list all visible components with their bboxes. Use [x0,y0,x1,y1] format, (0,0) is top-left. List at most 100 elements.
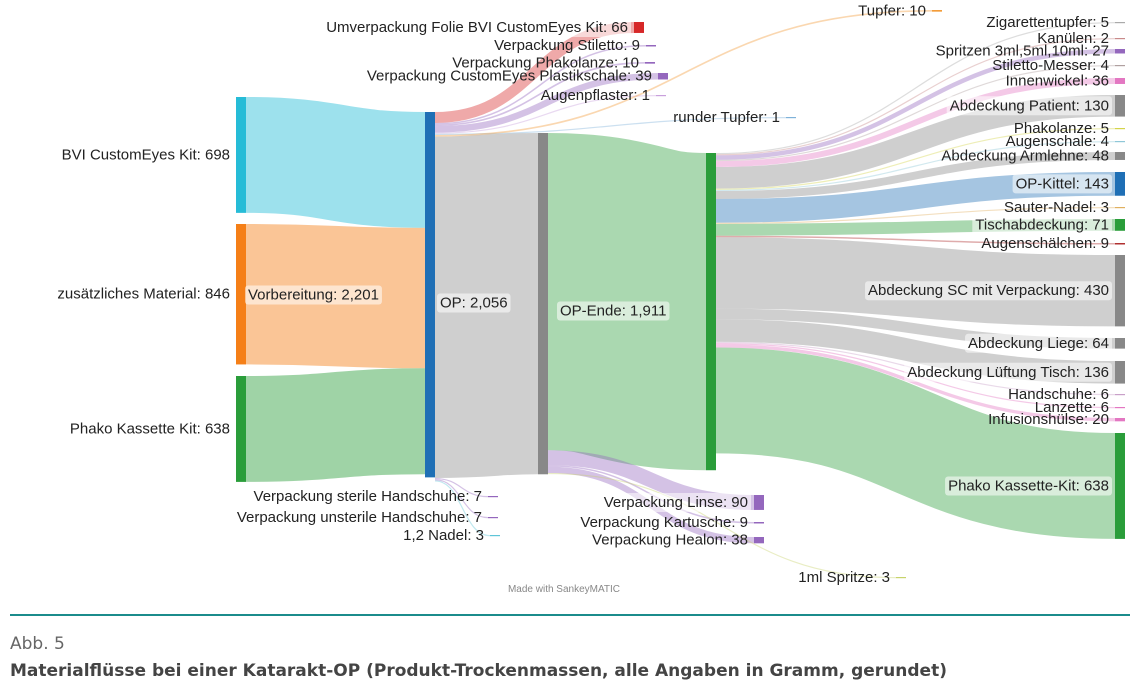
node-label-abdeckung-liege: Abdeckung Liege: 64 [968,335,1109,352]
node-1-2-nadel[interactable] [490,535,500,537]
flow-ope-to-inf [715,344,1116,422]
node-label-abdeckung-sc-mit-verpackung: Abdeckung SC mit Verpackung: 430 [868,282,1109,299]
node-abdeckung-patient[interactable] [1115,95,1125,117]
node-1ml-spritze[interactable] [896,577,906,579]
node-label-runder-tupfer: runder Tupfer: 1 [673,109,780,126]
node-label-innenwickel: Innenwickel: 36 [1006,72,1109,89]
node-phakolanze[interactable] [1115,128,1125,130]
node-verpackung-linse[interactable] [754,495,764,510]
node-label-umverpackung-folie-bvi-customeyes-kit: Umverpackung Folie BVI CustomEyes Kit: 6… [326,19,628,36]
node-label-tupfer: Tupfer: 10 [858,2,926,19]
node-verpackung-unsterile-handschuhe[interactable] [488,517,498,519]
node-label-stiletto-messer: Stiletto-Messer: 4 [992,57,1109,74]
node-infusionshülse[interactable] [1115,418,1125,422]
flow-vor-to-vpl [434,73,659,133]
node-label-vorbereitung: Vorbereitung: 2,201 [248,287,379,304]
node-verpackung-healon[interactable] [754,537,764,544]
node-tupfer[interactable] [932,10,942,12]
node-handschuhe[interactable] [1115,394,1125,396]
node-bvi-customeyes-kit[interactable] [236,97,246,213]
label-background [904,362,1112,382]
node-label-zusätzliches-material: zusätzliches Material: 846 [57,286,230,303]
label-background [557,301,670,321]
node-verpackung-phakolanze[interactable] [645,62,655,64]
node-label-handschuhe: Handschuhe: 6 [1008,386,1109,403]
node-phako-kassette-kit[interactable] [236,376,246,482]
flow-bvi-to-vor [245,97,426,228]
node-label-verpackung-linse: Verpackung Linse: 90 [604,494,748,511]
node-sauter-nadel[interactable] [1115,207,1125,209]
flow-ope-to-phl [715,128,1116,190]
flow-pkk-to-vor [245,368,426,482]
node-kanülen[interactable] [1115,38,1125,40]
node-label-abdeckung-armlehne: Abdeckung Armlehne: 48 [941,147,1109,164]
node-label-abdeckung-patient: Abdeckung Patient: 130 [950,97,1109,114]
node-label-kanülen: Kanülen: 2 [1037,30,1109,47]
node-op[interactable] [538,133,548,475]
node-verpackung-stiletto[interactable] [646,45,656,47]
node-label-op-kittel: OP-Kittel: 143 [1016,175,1109,192]
node-label-zigarettentupfer: Zigarettentupfer: 5 [986,14,1109,31]
node-stiletto-messer[interactable] [1115,65,1125,67]
node-label-1ml-spritze: 1ml Spritze: 3 [798,569,890,586]
node-abdeckung-armlehne[interactable] [1115,152,1125,160]
node-abdeckung-lüftung-tisch[interactable] [1115,361,1125,384]
label-background [600,492,751,512]
node-zusätzliches-material[interactable] [236,224,246,365]
node-lanzette[interactable] [1115,407,1125,409]
node-label-sauter-nadel: Sauter-Nadel: 3 [1004,199,1109,216]
flow-vor-to-vuh [434,479,489,519]
flow-vor-to-tup [434,10,933,137]
node-spritzen-3ml-5ml-10ml[interactable] [1115,49,1125,54]
node-augenschälchen[interactable] [1115,243,1125,245]
flow-ope-to-aus [715,141,1116,192]
figure-caption: Materialflüsse bei einer Katarakt-OP (Pr… [10,661,947,681]
node-label-verpackung-kartusche: Verpackung Kartusche: 9 [580,514,748,531]
flow-ope-to-sau [715,207,1116,224]
node-abdeckung-liege[interactable] [1115,338,1125,349]
node-innenwickel[interactable] [1115,78,1125,84]
node-label-verpackung-healon: Verpackung Healon: 38 [592,532,748,549]
flow-vor-to-rtu [434,117,787,135]
sankey-labels: BVI CustomEyes Kit: 698 zusätzliches Mate… [54,2,1112,586]
node-tischabdeckung[interactable] [1115,219,1125,231]
node-label-augenschälchen: Augenschälchen: 9 [981,235,1109,252]
flow-ope-to-stm [715,65,1116,162]
node-augenpflaster[interactable] [656,95,666,97]
label-background [66,419,233,439]
flow-vor-to-nad [434,480,491,537]
node-abdeckung-sc-mit-verpackung[interactable] [1115,255,1125,327]
sankey-nodes [236,10,1125,579]
node-vorbereitung[interactable] [425,112,435,478]
node-label-phako-kassette-kit: Phako Kassette Kit: 638 [70,420,230,437]
node-runder-tupfer[interactable] [786,117,796,119]
flow-op-to-spr1 [547,472,897,579]
label-background [945,476,1112,496]
node-phako-kassette-kit[interactable] [1115,433,1125,539]
node-verpackung-customeyes-plastikschale[interactable] [658,73,668,80]
node-label-spritzen-3ml-5ml-10ml: Spritzen 3ml,5ml,10ml: 27 [936,43,1109,60]
node-op-kittel[interactable] [1115,172,1125,196]
node-label-op: OP: 2,056 [440,295,508,312]
node-label-lanzette: Lanzette: 6 [1035,399,1109,416]
flow-ope-to-kan [715,38,1116,156]
node-augenschale[interactable] [1115,141,1125,143]
node-umverpackung-folie-bvi-customeyes-kit[interactable] [634,22,644,33]
credit-text: Made with SankeyMATIC [507,584,621,595]
node-label-verpackung-unsterile-handschuhe: Verpackung unsterile Handschuhe: 7 [237,509,482,526]
node-verpackung-sterile-handschuhe[interactable] [488,496,498,498]
node-zigarettentupfer[interactable] [1115,22,1125,24]
flow-ope-to-asc [715,235,1116,245]
node-label-1-2-nadel: 1,2 Nadel: 3 [403,527,484,544]
node-op-ende[interactable] [706,153,716,471]
node-label-verpackung-sterile-handschuhe: Verpackung sterile Handschuhe: 7 [254,488,482,505]
node-label-op-ende: OP-Ende: 1,911 [560,303,666,320]
flow-vor-to-vph [434,62,646,127]
node-verpackung-kartusche[interactable] [754,522,764,524]
node-label-phakolanze: Phakolanze: 5 [1014,120,1109,137]
node-label-bvi-customeyes-kit: BVI CustomEyes Kit: 698 [62,146,230,163]
label-background [946,96,1112,116]
node-label-phako-kassette-kit: Phako Kassette-Kit: 638 [948,477,1109,494]
flow-ope-to-zig [715,22,1116,155]
node-label-verpackung-phakolanze: Verpackung Phakolanze: 10 [452,54,639,71]
